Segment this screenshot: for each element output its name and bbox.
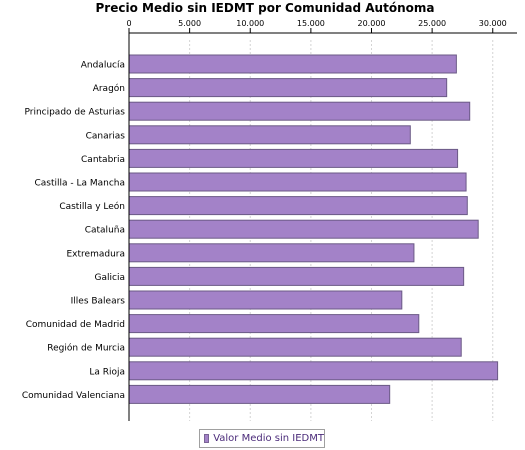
category-label: Canarias bbox=[86, 131, 126, 141]
legend: Valor Medio sin IEDMT bbox=[199, 429, 325, 448]
bar bbox=[128, 78, 448, 98]
bar bbox=[128, 314, 420, 334]
category-label: La Rioja bbox=[89, 367, 125, 377]
bar bbox=[128, 196, 468, 216]
category-label: Comunidad de Madrid bbox=[26, 320, 125, 330]
bar bbox=[128, 125, 411, 145]
bar bbox=[128, 361, 499, 381]
bar bbox=[128, 219, 479, 239]
x-tick-label: 0 bbox=[126, 19, 131, 28]
bar bbox=[128, 54, 457, 74]
category-labels: Andalucía Aragón Principado de Asturias Can… bbox=[22, 61, 125, 401]
category-label: Andalucía bbox=[81, 61, 125, 71]
category-label: Principado de Asturias bbox=[24, 108, 125, 118]
x-tick-label: 25.000 bbox=[418, 19, 446, 28]
category-label: Castilla y León bbox=[59, 201, 125, 212]
x-tick-label: 5.000 bbox=[178, 19, 201, 28]
x-tick-label: 10.000 bbox=[236, 19, 264, 28]
chart-title: Precio Medio sin IEDMT por Comunidad Aut… bbox=[96, 1, 435, 15]
x-tick-label: 20.000 bbox=[358, 19, 386, 28]
legend-swatch bbox=[204, 434, 210, 443]
bar bbox=[128, 384, 391, 404]
category-label: Extremadura bbox=[67, 249, 126, 259]
x-tick-label: 30.000 bbox=[479, 19, 507, 28]
x-axis-ticks: 0 5.000 10.000 15.000 20.000 25.000 30.000 bbox=[126, 19, 517, 34]
category-label: Cantabria bbox=[81, 155, 125, 165]
x-tick-label: 15.000 bbox=[297, 19, 325, 28]
grid-lines bbox=[189, 40, 494, 421]
category-label: Comunidad Valenciana bbox=[22, 391, 125, 401]
category-label: Región de Murcia bbox=[47, 343, 125, 354]
bar bbox=[128, 290, 403, 310]
legend-label: Valor Medio sin IEDMT bbox=[213, 433, 324, 444]
category-label: Aragón bbox=[93, 83, 125, 94]
bar bbox=[128, 243, 415, 263]
category-label: Cataluña bbox=[85, 226, 125, 236]
bar bbox=[128, 172, 467, 192]
bars bbox=[128, 54, 499, 404]
category-label: Castilla - La Mancha bbox=[34, 179, 125, 189]
bar bbox=[128, 148, 459, 168]
bar bbox=[128, 101, 471, 121]
category-label: Illes Balears bbox=[71, 297, 126, 307]
category-label: Galicia bbox=[95, 273, 125, 283]
bar bbox=[128, 266, 465, 286]
bar bbox=[128, 337, 462, 357]
